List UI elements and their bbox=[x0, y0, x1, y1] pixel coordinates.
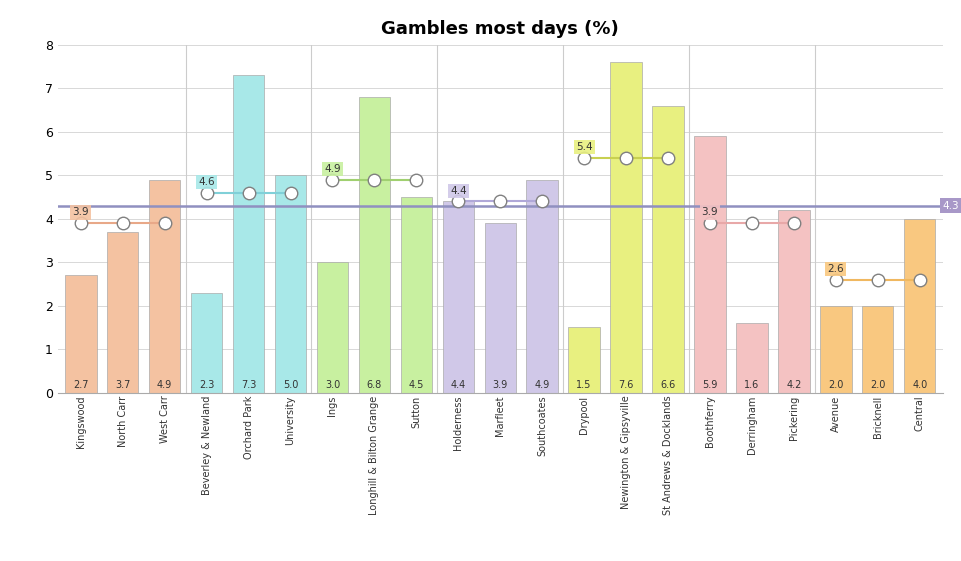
Text: 5.9: 5.9 bbox=[702, 380, 717, 390]
Text: 3.9: 3.9 bbox=[701, 208, 718, 218]
Text: 7.3: 7.3 bbox=[240, 380, 256, 390]
Text: 3.7: 3.7 bbox=[115, 380, 131, 390]
Bar bbox=[275, 175, 306, 393]
Bar bbox=[442, 201, 474, 393]
Title: Gambles most days (%): Gambles most days (%) bbox=[381, 20, 619, 38]
Text: 6.6: 6.6 bbox=[659, 380, 675, 390]
Text: 6.8: 6.8 bbox=[366, 380, 382, 390]
Text: 3.9: 3.9 bbox=[72, 208, 89, 218]
Text: 2.7: 2.7 bbox=[73, 380, 88, 390]
Bar bbox=[568, 328, 600, 393]
Text: 3.9: 3.9 bbox=[492, 380, 507, 390]
Text: 4.4: 4.4 bbox=[450, 186, 466, 196]
Bar bbox=[233, 75, 264, 393]
Bar bbox=[777, 210, 809, 393]
Text: 2.3: 2.3 bbox=[199, 380, 214, 390]
Text: 4.9: 4.9 bbox=[534, 380, 550, 390]
Bar bbox=[652, 106, 683, 393]
Text: 4.9: 4.9 bbox=[157, 380, 172, 390]
Text: 7.6: 7.6 bbox=[618, 380, 633, 390]
Text: 2.0: 2.0 bbox=[869, 380, 884, 390]
Text: 5.4: 5.4 bbox=[576, 142, 592, 152]
Bar bbox=[190, 293, 222, 393]
Bar bbox=[65, 275, 96, 393]
Text: 2.0: 2.0 bbox=[827, 380, 843, 390]
Bar bbox=[819, 306, 850, 393]
Bar bbox=[609, 62, 641, 393]
Text: 4.2: 4.2 bbox=[785, 380, 801, 390]
Bar bbox=[694, 136, 725, 393]
Text: 4.9: 4.9 bbox=[324, 164, 340, 174]
Bar bbox=[903, 219, 934, 393]
Text: 4.0: 4.0 bbox=[911, 380, 926, 390]
Bar bbox=[526, 180, 557, 393]
Bar bbox=[484, 223, 515, 393]
Text: 4.3: 4.3 bbox=[942, 201, 958, 211]
Text: 2.6: 2.6 bbox=[826, 264, 843, 274]
Text: 4.6: 4.6 bbox=[198, 177, 214, 187]
Bar bbox=[400, 197, 431, 393]
Text: 1.6: 1.6 bbox=[744, 380, 759, 390]
Text: 4.5: 4.5 bbox=[408, 380, 424, 390]
Bar bbox=[861, 306, 893, 393]
Text: 5.0: 5.0 bbox=[283, 380, 298, 390]
Text: 4.4: 4.4 bbox=[450, 380, 465, 390]
Bar bbox=[107, 232, 138, 393]
Bar bbox=[735, 323, 767, 393]
Text: 3.0: 3.0 bbox=[325, 380, 340, 390]
Bar bbox=[149, 180, 181, 393]
Text: 1.5: 1.5 bbox=[576, 380, 591, 390]
Bar bbox=[358, 97, 390, 393]
Bar bbox=[316, 263, 348, 393]
